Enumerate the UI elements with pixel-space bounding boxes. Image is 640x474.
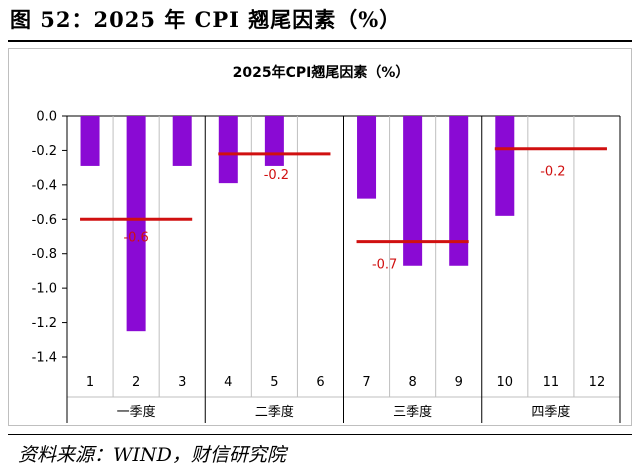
x-tick-label: 4 bbox=[224, 375, 232, 390]
x-tick-label: 5 bbox=[270, 375, 278, 390]
axes: 0.0-0.2-0.4-0.6-0.8-1.0-1.2-1.41 2 3 4 5 6 7 8 9… bbox=[32, 110, 621, 423]
bar bbox=[357, 116, 377, 199]
quarter-label: 四季度 bbox=[531, 404, 570, 420]
y-tick-label: -0.2 bbox=[32, 144, 57, 159]
bar bbox=[80, 116, 100, 166]
source-note: 资料来源：WIND，财信研究院 bbox=[18, 444, 286, 466]
x-tick-label: 1 bbox=[86, 375, 94, 390]
chart-title: 2025年CPI翘尾因素（%） bbox=[233, 64, 410, 81]
bottom-rule bbox=[8, 434, 632, 435]
x-tick-label: 3 bbox=[178, 375, 186, 390]
x-tick-label: 10 bbox=[497, 375, 514, 390]
bars bbox=[80, 116, 515, 332]
x-tick-label: 6 bbox=[316, 375, 324, 390]
y-tick-label: -0.4 bbox=[32, 178, 57, 193]
quarter-label: 三季度 bbox=[393, 404, 432, 420]
bar bbox=[172, 116, 192, 166]
bar bbox=[218, 116, 238, 184]
bar bbox=[126, 116, 146, 332]
average-label: -0.6 bbox=[123, 230, 148, 245]
quarter-label: 一季度 bbox=[117, 404, 156, 420]
x-tick-label: 2 bbox=[132, 375, 140, 390]
average-label: -0.7 bbox=[372, 258, 397, 273]
average-label: -0.2 bbox=[264, 168, 289, 183]
y-tick-label: -0.6 bbox=[32, 213, 57, 228]
bar bbox=[264, 116, 284, 166]
x-tick-label: 8 bbox=[408, 375, 416, 390]
bar-chart: 2025年CPI翘尾因素（%） 0.0 -0.2 -0.4 -0.6 -0.8 -1.0 -… bbox=[32, 64, 621, 423]
y-tick-label: -1.2 bbox=[32, 316, 57, 331]
bar bbox=[495, 116, 515, 216]
average-label: -0.2 bbox=[540, 165, 565, 180]
y-tick-label: -1.4 bbox=[32, 351, 57, 366]
x-tick-label: 9 bbox=[455, 375, 463, 390]
bar bbox=[403, 116, 423, 266]
figure-title: 图 52：2025 年 CPI 翘尾因素（%） bbox=[10, 7, 402, 32]
x-tick-label: 11 bbox=[543, 375, 560, 390]
bar bbox=[449, 116, 469, 266]
x-tick-label: 7 bbox=[362, 375, 370, 390]
x-tick-label: 12 bbox=[589, 375, 606, 390]
y-tick-label: 0.0 bbox=[36, 110, 57, 125]
quarter-averages: -0.6 -0.2 -0.7 -0.2 bbox=[80, 147, 607, 273]
y-tick-label: -0.8 bbox=[32, 247, 57, 262]
y-tick-label: -1.0 bbox=[32, 282, 57, 297]
quarter-label: 二季度 bbox=[255, 404, 294, 420]
chart-container: 2025年CPI翘尾因素（%） 0.0 -0.2 -0.4 -0.6 -0.8 -1.0 -… bbox=[8, 48, 632, 426]
top-rule bbox=[8, 40, 632, 42]
